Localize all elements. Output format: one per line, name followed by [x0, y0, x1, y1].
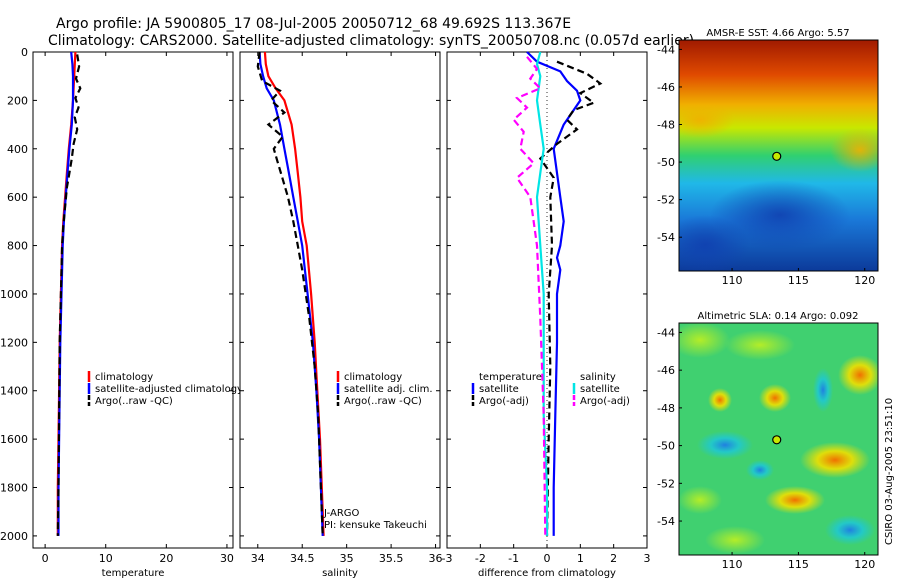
csiro-stamp: CSIRO 03-Aug-2005 23:51:10 [884, 398, 895, 545]
sla-blob [679, 486, 722, 514]
y-tick-label: 1600 [0, 433, 28, 446]
map-y-tick-label: -52 [657, 477, 675, 490]
sla-blob [759, 384, 791, 412]
map-x-tick-label: 115 [788, 558, 809, 571]
series-salinity-argo-adj- [512, 56, 547, 536]
series-temperature-argo-adj- [538, 60, 603, 536]
x-tick-label: 0 [42, 552, 49, 565]
x-tick-label: 34.5 [290, 552, 315, 565]
sla-blob [705, 526, 765, 554]
legend-label: climatology [95, 372, 153, 383]
map-y-tick-label: -50 [657, 440, 675, 453]
legend-label: satellite-adjusted climatology [95, 384, 243, 395]
legend-label: climatology [344, 372, 402, 383]
sla-blob [746, 460, 774, 480]
y-tick-label: 0 [21, 46, 28, 59]
map-x-tick-label: 110 [722, 558, 743, 571]
x-tick-label: -1 [508, 552, 519, 565]
temperature-xlabel: temperature [102, 568, 165, 579]
x-tick-label: 35.5 [379, 552, 404, 565]
y-tick-label: 2000 [0, 530, 28, 543]
map-x-tick-label: 115 [788, 274, 809, 287]
y-tick-label: 200 [7, 94, 28, 107]
legend-label: satellite adj. clim. [344, 384, 433, 395]
y-tick-label: 1200 [0, 336, 28, 349]
legend-label: satellite [479, 384, 519, 395]
sla-map-title: Altimetric SLA: 0.14 Argo: 0.092 [698, 311, 859, 322]
sla-map: Altimetric SLA: 0.14 Argo: 0.092 [678, 311, 879, 556]
sst-warm-patch [830, 128, 878, 172]
x-tick-label: 0 [544, 552, 551, 565]
header-line1: Argo profile: JA 5900805_17 08-Jul-2005 … [56, 16, 571, 32]
temperature-plot: 0 10 20 30 0 200 400 600 800 1000 1200 1400 1600 1800… [0, 46, 243, 579]
y-tick-label: 400 [7, 143, 28, 156]
argo-position-marker [772, 151, 782, 161]
map-y-tick-label: -44 [657, 326, 675, 339]
salinity-xlabel: salinity [322, 568, 358, 579]
difference-plot: -3 -2 -1 0 1 2 3 difference from climatology tem… [442, 51, 651, 579]
temperature-frame [32, 51, 234, 549]
annotation-pi: PI: kensuke Takeuchi [324, 520, 427, 531]
map-y-tick-label: -52 [657, 194, 675, 207]
map-y-tick-label: -54 [657, 231, 675, 244]
legend-label: Argo(..raw -QC) [344, 396, 422, 407]
sst-cold-patch-2 [679, 215, 750, 271]
series-argo-raw-qc- [56, 54, 82, 536]
y-tick-label: 1400 [0, 385, 28, 398]
y-tick-label: 600 [7, 191, 28, 204]
x-tick-label: -2 [475, 552, 486, 565]
map-y-tick-label: -48 [657, 402, 675, 415]
legend-title: temperature [479, 372, 542, 383]
series-temperature-satellite [526, 51, 582, 536]
x-tick-label: 10 [99, 552, 113, 565]
x-tick-label: 34 [251, 552, 265, 565]
salinity-frame [239, 51, 441, 549]
x-tick-label: -3 [442, 552, 453, 565]
x-tick-label: 30 [220, 552, 234, 565]
series-salinity-satellite [535, 51, 549, 536]
map-y-tick-label: -44 [657, 43, 675, 56]
legend-label: Argo(..raw -QC) [95, 396, 173, 407]
map-y-tick-label: -46 [657, 81, 675, 94]
x-tick-label: 20 [159, 552, 173, 565]
x-tick-label: 36 [429, 552, 443, 565]
sla-blob [838, 355, 878, 395]
annotation-jargo: J-ARGO [323, 508, 360, 519]
sla-blob [697, 431, 753, 459]
y-tick-label: 800 [7, 240, 28, 253]
map-y-tick-label: -50 [657, 156, 675, 169]
map-y-tick-label: -48 [657, 119, 675, 132]
sst-warm-patch-2 [679, 102, 735, 138]
legend-title: salinity [580, 372, 616, 383]
map-x-tick-label: 110 [722, 274, 743, 287]
argo-position-marker [772, 435, 782, 445]
salinity-plot: 34 34.5 35 35.5 36 salinity climatologysatelli… [239, 51, 443, 579]
x-tick-label: 35 [340, 552, 354, 565]
x-tick-label: 1 [577, 552, 584, 565]
sla-blob [679, 323, 730, 358]
sst-map-title: AMSR-E SST: 4.66 Argo: 5.57 [706, 28, 849, 39]
legend-label: Argo(-adj) [479, 396, 529, 407]
sla-blob [765, 486, 825, 514]
sst-map: AMSR-E SST: 4.66 Argo: 5.57 [678, 28, 879, 272]
map-y-tick-label: -46 [657, 364, 675, 377]
map-x-tick-label: 120 [854, 274, 875, 287]
map-x-tick-label: 120 [854, 558, 875, 571]
sla-blob [725, 330, 795, 360]
legend-label: Argo(-adj) [580, 396, 630, 407]
y-tick-label: 1800 [0, 482, 28, 495]
x-tick-label: 3 [644, 552, 651, 565]
sla-blob [825, 515, 875, 545]
sla-blob [813, 368, 833, 412]
legend-label: satellite [580, 384, 620, 395]
map-y-tick-label: -54 [657, 515, 675, 528]
sla-blob [708, 388, 732, 412]
map-axes: 110 115 120 -44 -46 -48 -50 -52 -54 110 115 120 -44 -… [657, 43, 875, 571]
y-tick-label: 1000 [0, 288, 28, 301]
header-line2: Climatology: CARS2000. Satellite-adjuste… [48, 33, 694, 49]
difference-xlabel: difference from climatology [478, 568, 616, 579]
x-tick-label: 2 [610, 552, 617, 565]
sla-blob [800, 442, 870, 478]
